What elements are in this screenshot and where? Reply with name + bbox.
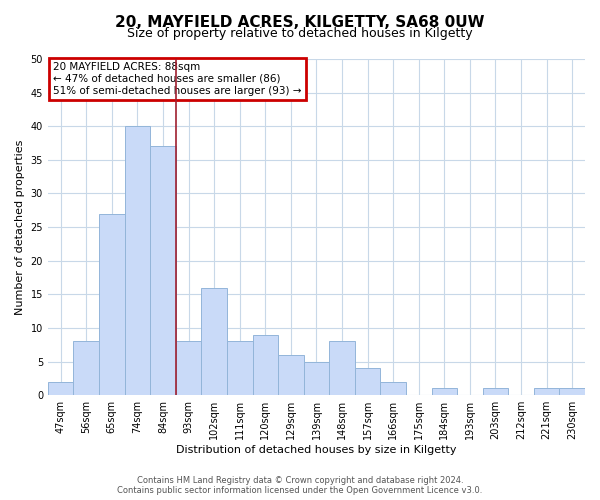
Bar [48, 382, 73, 395]
Bar [482, 388, 508, 395]
Text: 20 MAYFIELD ACRES: 88sqm
← 47% of detached houses are smaller (86)
51% of semi-d: 20 MAYFIELD ACRES: 88sqm ← 47% of detach… [53, 62, 302, 96]
Text: Contains HM Land Registry data © Crown copyright and database right 2024.
Contai: Contains HM Land Registry data © Crown c… [118, 476, 482, 495]
X-axis label: Distribution of detached houses by size in Kilgetty: Distribution of detached houses by size … [176, 445, 457, 455]
Bar [559, 388, 585, 395]
Bar [202, 288, 227, 395]
Bar [355, 368, 380, 395]
Y-axis label: Number of detached properties: Number of detached properties [15, 140, 25, 315]
Bar [304, 362, 329, 395]
Bar [125, 126, 150, 395]
Bar [431, 388, 457, 395]
Bar [150, 146, 176, 395]
Bar [329, 342, 355, 395]
Bar [253, 334, 278, 395]
Bar [73, 342, 99, 395]
Bar [278, 355, 304, 395]
Text: Size of property relative to detached houses in Kilgetty: Size of property relative to detached ho… [127, 28, 473, 40]
Bar [99, 214, 125, 395]
Bar [380, 382, 406, 395]
Text: 20, MAYFIELD ACRES, KILGETTY, SA68 0UW: 20, MAYFIELD ACRES, KILGETTY, SA68 0UW [115, 15, 485, 30]
Bar [227, 342, 253, 395]
Bar [176, 342, 202, 395]
Bar [534, 388, 559, 395]
